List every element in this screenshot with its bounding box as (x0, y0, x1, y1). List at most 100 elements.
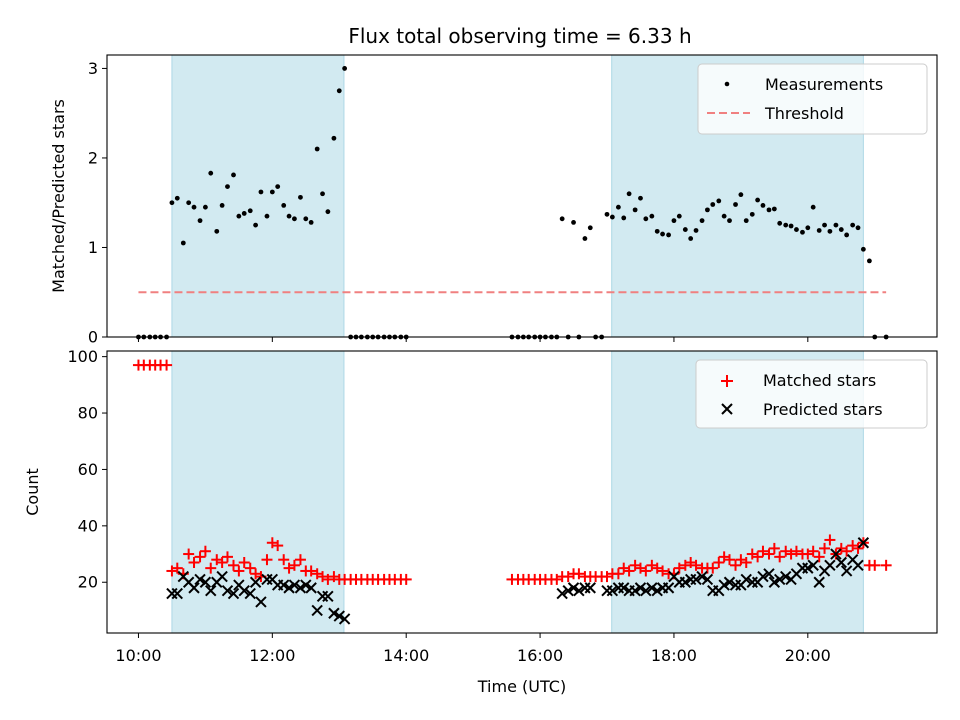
legend-predicted-marker (721, 403, 733, 415)
measurement-point (749, 211, 755, 217)
matched-star-point (183, 548, 195, 560)
matched-star-point (657, 565, 669, 577)
measurement-point (805, 225, 811, 231)
measurement-point (615, 204, 621, 210)
measurement-point (638, 195, 643, 201)
matched-star-point (763, 548, 775, 560)
matched-star-point (199, 545, 211, 557)
legend-measurements-label: Measurements (765, 75, 883, 94)
ratio-panel: 0 1 2 3 Matched/Predicted stars Measurement… (49, 54, 938, 347)
matched-star-point (740, 557, 752, 568)
predicted-star-point (333, 610, 345, 622)
ratio-panel-ylabel: Matched/Predicted stars (49, 99, 68, 293)
matched-star-point (774, 551, 786, 563)
x-tick-label: 16:00 (517, 646, 563, 665)
measurement-point (169, 200, 175, 206)
measurement-point (308, 220, 314, 225)
y-tick-label: 20 (78, 573, 98, 592)
predicted-star-point (852, 559, 864, 572)
y-tick-label: 60 (78, 460, 98, 479)
predicted-star-point (300, 579, 312, 591)
measurement-point (197, 218, 203, 224)
matched-star-point (713, 557, 725, 568)
measurement-point (298, 194, 303, 200)
matched-star-point (790, 545, 802, 557)
predicted-star-point (311, 604, 323, 617)
predicted-star-point (835, 556, 847, 569)
predicted-star-point (763, 568, 775, 580)
measurement-point (186, 200, 192, 206)
predicted-star-point (740, 573, 752, 586)
measurement-point (174, 195, 180, 201)
measurement-point (314, 146, 320, 152)
predicted-star-point (640, 584, 652, 597)
count-panel-ylabel: Count (23, 468, 42, 516)
measurement-point (626, 191, 632, 197)
measurement-point (587, 225, 593, 231)
predicted-star-point (205, 584, 217, 597)
measurement-point (755, 197, 761, 203)
predicted-star-point (780, 570, 792, 583)
matched-star-point (852, 542, 864, 554)
measurement-point (342, 66, 348, 71)
matched-star-point (640, 565, 652, 577)
measurement-point (225, 184, 230, 190)
x-tick-label: 18:00 (651, 646, 697, 665)
matched-star-point (171, 562, 183, 574)
predicted-star-point (562, 584, 574, 597)
matched-star-point (623, 565, 635, 577)
predicted-star-point (305, 582, 317, 594)
matched-star-point (288, 559, 300, 571)
x-tick-label: 14:00 (383, 646, 429, 665)
matched-star-point (233, 565, 245, 577)
measurement-point (716, 198, 722, 204)
matched-star-point (194, 551, 206, 563)
predicted-star-point (618, 582, 630, 594)
y-tick-label: 40 (78, 516, 98, 535)
measurement-point (269, 189, 275, 195)
measurement-point (827, 228, 833, 234)
predicted-star-point (322, 590, 334, 603)
predicted-star-point (244, 587, 256, 600)
x-tick-label: 10:00 (115, 646, 161, 665)
predicted-star-point (328, 607, 340, 619)
y-tick-label: 100 (67, 347, 98, 366)
matched-star-point (205, 562, 217, 574)
measurement-point (236, 213, 242, 219)
measurement-point (783, 222, 789, 228)
measurement-point (191, 204, 197, 210)
predicted-star-point (171, 587, 183, 600)
predicted-star-point (840, 565, 853, 577)
y-tick-label: 3 (88, 59, 98, 78)
predicted-star-point (294, 582, 307, 594)
measurement-point (180, 240, 186, 246)
measurement-point (582, 236, 588, 241)
measurement-point (855, 225, 861, 231)
predicted-star-point (696, 570, 708, 583)
measurement-point (682, 227, 688, 232)
measurement-point (286, 213, 292, 219)
matched-star-point (869, 559, 881, 571)
measurement-point (866, 258, 872, 264)
measurement-point (733, 202, 738, 207)
predicted-star-point (573, 584, 585, 597)
measurement-point (860, 246, 866, 252)
x-axis-label: Time (UTC) (477, 677, 566, 696)
predicted-star-point (188, 582, 200, 594)
measurement-point (721, 213, 727, 219)
measurement-point (559, 216, 565, 222)
measurement-point (632, 207, 638, 213)
measurement-point (654, 228, 660, 234)
predicted-star-point (679, 576, 692, 588)
predicted-star-point (255, 596, 267, 608)
count-panel: 20 40 60 80 100 10:00 12:00 14:00 16:00 18:00 20:… (23, 347, 938, 665)
measurement-point (710, 202, 716, 207)
matched-star-point (294, 554, 306, 566)
legend-matched-label: Matched stars (763, 371, 876, 390)
measurement-point (844, 232, 850, 238)
matched-star-point (573, 568, 585, 580)
predicted-star-point (221, 584, 234, 597)
measurement-point (850, 222, 856, 228)
measurement-point (292, 216, 297, 222)
